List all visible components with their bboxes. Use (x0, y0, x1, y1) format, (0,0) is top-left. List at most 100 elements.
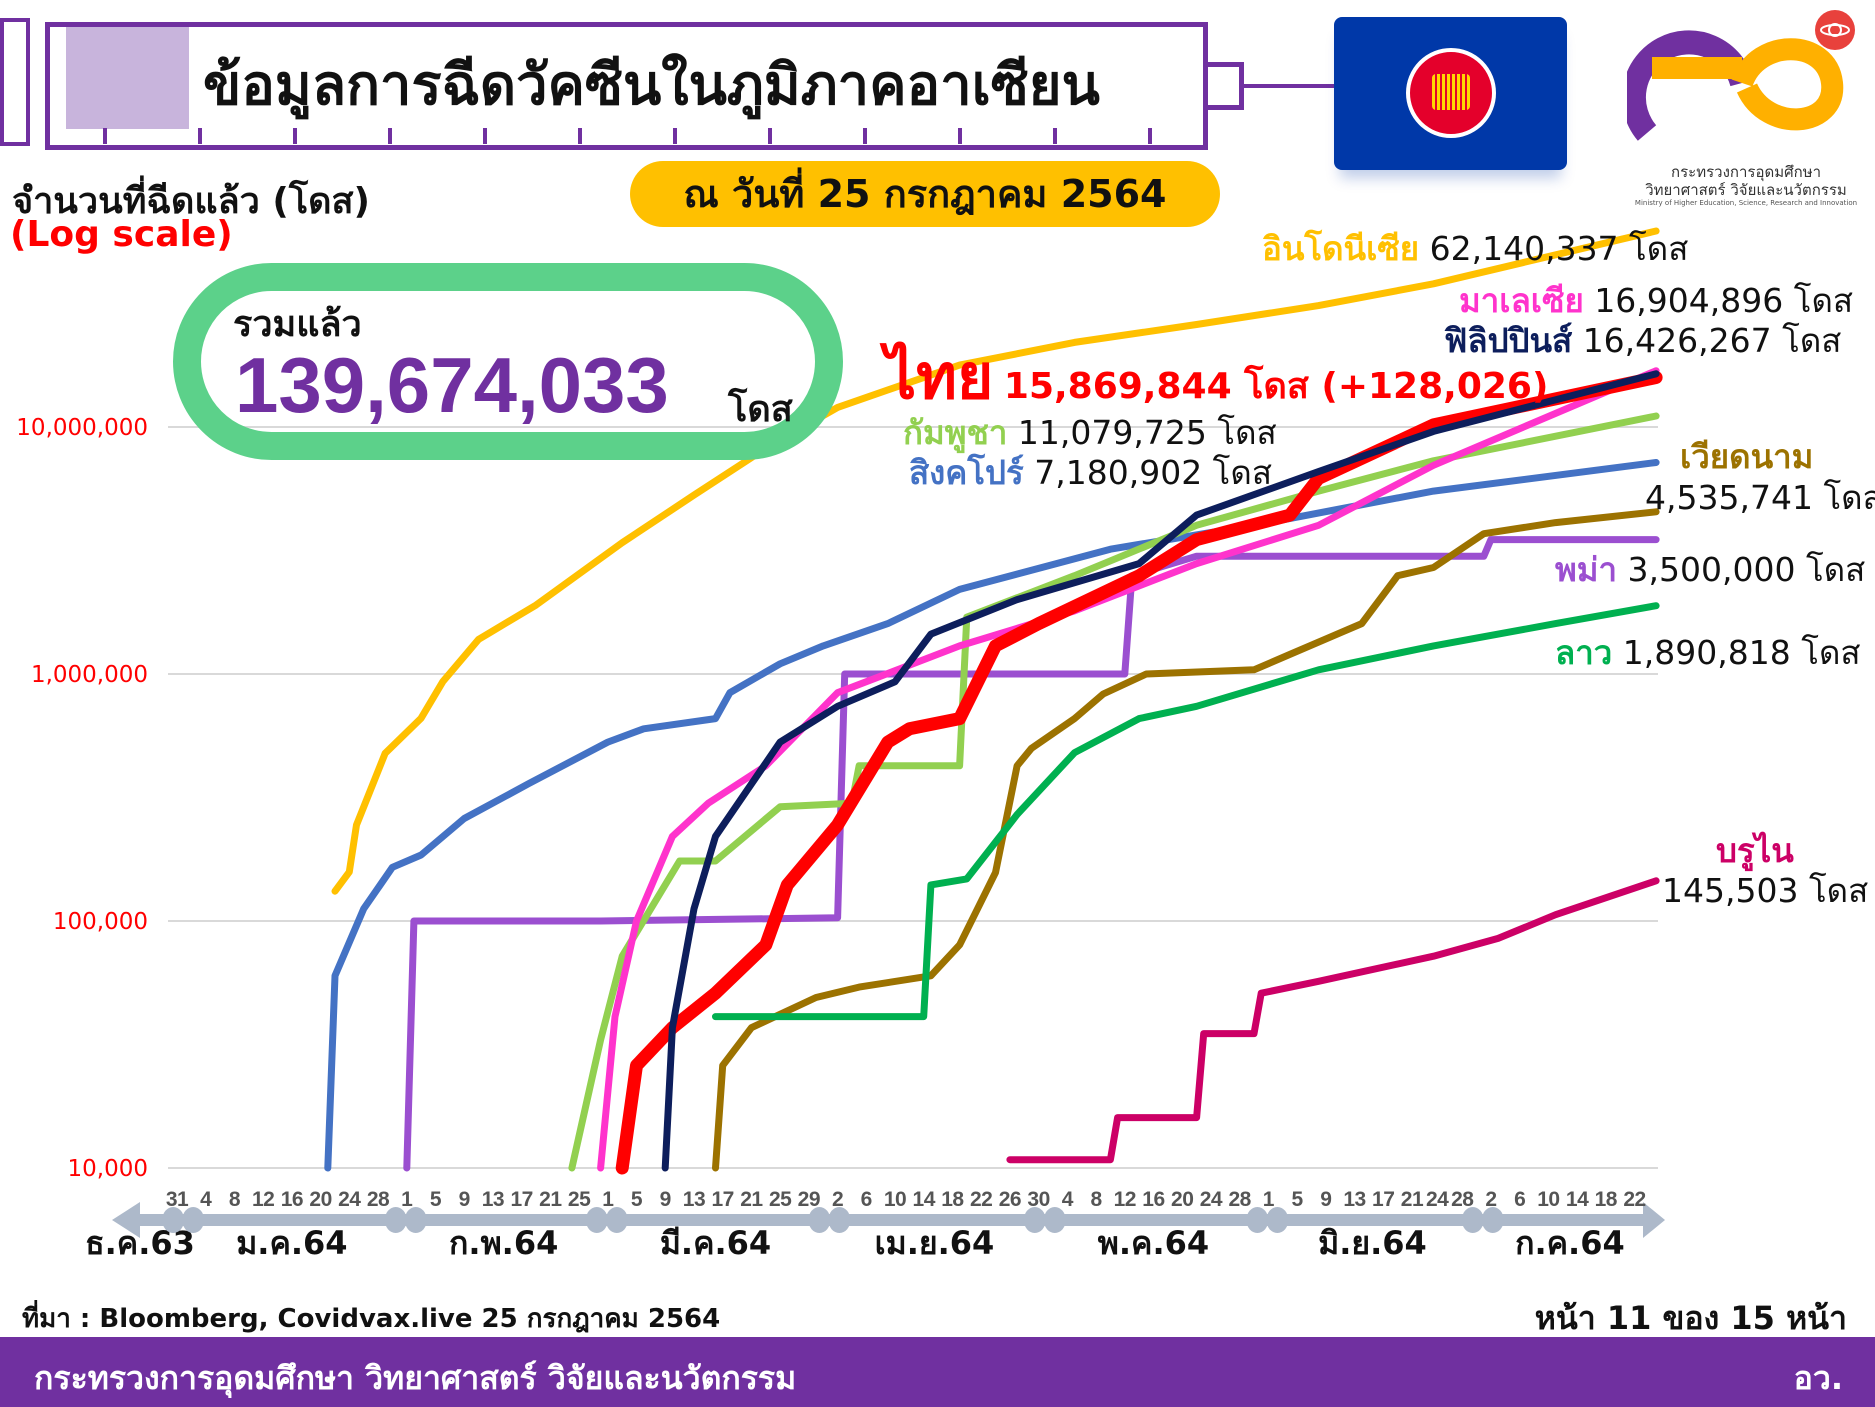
month-label: เม.ย.64 (875, 1224, 995, 1262)
x-tick-label: 17 (712, 1188, 734, 1211)
x-tick-label: 6 (1514, 1188, 1525, 1211)
log-scale-label: (Log scale) (10, 214, 233, 255)
series-line (1006, 877, 1660, 1164)
series-line (324, 459, 1660, 1172)
dose-value: 1,890,818 โดส (1622, 633, 1861, 672)
y-tick-label: 1,000,000 (31, 662, 148, 688)
label-cambodia: กัมพูชา 11,079,725 โดส (903, 414, 1277, 452)
x-tick-label: 25 (769, 1188, 792, 1211)
x-tick-label: 10 (1537, 1188, 1559, 1211)
x-tick-label: 14 (913, 1188, 936, 1211)
month-label: ม.ค.64 (236, 1224, 347, 1262)
month-separator (404, 1207, 427, 1233)
country-name: เวียดนาม (1680, 437, 1814, 476)
x-tick-label: 28 (1451, 1188, 1474, 1211)
month-separator (1481, 1207, 1504, 1233)
x-tick-label: 30 (1027, 1188, 1049, 1211)
series-line (403, 536, 1660, 1172)
footer-abbr: อว. (1793, 1359, 1843, 1397)
x-tick-label: 1 (1263, 1188, 1275, 1211)
month-separator (182, 1207, 205, 1233)
x-tick-label: 1 (602, 1188, 614, 1211)
x-tick-label: 26 (999, 1188, 1021, 1211)
y-tick-label: 10,000 (68, 1156, 148, 1182)
syringe-barrel (45, 22, 1208, 150)
x-tick-label: 20 (309, 1188, 331, 1211)
x-tick-label: 21 (1401, 1188, 1424, 1211)
x-tick-label: 13 (683, 1188, 705, 1211)
month-separator (162, 1207, 185, 1233)
dose-value: 3,500,000 โดส (1627, 550, 1866, 589)
logo-text: กระทรวงการอุดมศึกษา วิทยาศาสตร์ วิจัยและน… (1630, 163, 1862, 199)
month-label: พ.ค.64 (1098, 1224, 1209, 1262)
label-malaysia: มาเลเซีย 16,904,896 โดส (1459, 282, 1853, 320)
country-name: มาเลเซีย (1459, 281, 1584, 320)
month-separator (828, 1207, 851, 1233)
x-axis-arrow-right (1643, 1202, 1665, 1238)
x-tick-label: 4 (200, 1188, 212, 1211)
series-line (615, 371, 1663, 1175)
label-philippines: ฟิลิปปินส์ 16,426,267 โดส (1444, 322, 1841, 360)
logo-text-en: Ministry of Higher Education, Science, R… (1634, 199, 1858, 207)
dose-value: 15,869,844 โดส (+128,026) (1003, 366, 1549, 407)
month-separator (384, 1207, 407, 1233)
logo-text-line2: วิทยาศาสตร์ วิจัยและนวัตกรรม (1645, 181, 1847, 199)
month-separator (1266, 1207, 1289, 1233)
x-tick-label: 21 (539, 1188, 562, 1211)
month-separator (585, 1207, 608, 1233)
syringe-tick-marks (103, 128, 1152, 144)
series-line (597, 367, 1660, 1172)
series-line (712, 508, 1660, 1172)
x-tick-label: 17 (510, 1188, 532, 1211)
series-line (712, 602, 1660, 1021)
month-separator (605, 1207, 628, 1233)
x-tick-label: 12 (1114, 1188, 1136, 1211)
ministry-logo (1627, 10, 1855, 141)
country-name: ลาว (1555, 633, 1613, 672)
month-label: มิ.ย.64 (1318, 1224, 1427, 1262)
series-line (331, 227, 1660, 895)
page-title: ข้อมูลการฉีดวัคซีนในภูมิภาคอาเซียน (203, 53, 1100, 118)
x-tick-label: 5 (631, 1188, 643, 1211)
x-tick-label: 20 (1171, 1188, 1193, 1211)
label-indonesia: อินโดนีเซีย 62,140,337 โดส (1262, 230, 1688, 268)
x-tick-label: 13 (482, 1188, 504, 1211)
x-tick-label: 25 (568, 1188, 591, 1211)
x-tick-label: 9 (1320, 1188, 1331, 1211)
logo-text-line1: กระทรวงการอุดมศึกษา (1671, 163, 1821, 181)
x-tick-label: 18 (1595, 1188, 1618, 1211)
month-separator (1246, 1207, 1269, 1233)
label-vietnam-value: 4,535,741 โดส (1645, 478, 1875, 517)
country-name: ไทย (885, 340, 994, 413)
x-tick-label: 4 (1062, 1188, 1074, 1211)
x-tick-label: 16 (1142, 1188, 1164, 1211)
x-tick-label: 1 (401, 1188, 413, 1211)
syringe-tip (1208, 62, 1244, 110)
x-tick-label: 22 (970, 1188, 992, 1211)
x-tick-label: 2 (832, 1188, 843, 1211)
syringe-needle (1244, 84, 1336, 88)
y-axis-label: จำนวนที่ฉีดแล้ว (โดส) (12, 181, 370, 222)
syringe-plunger (0, 18, 30, 146)
x-tick-label: 22 (1623, 1188, 1645, 1211)
x-tick-label: 28 (1228, 1188, 1251, 1211)
dose-value: 16,904,896 โดส (1594, 281, 1854, 320)
x-tick-label: 6 (861, 1188, 872, 1211)
x-tick-label: 9 (660, 1188, 671, 1211)
x-tick-label: 8 (229, 1188, 241, 1211)
x-tick-label: 29 (798, 1188, 820, 1211)
month-label: ก.ค.64 (1515, 1224, 1625, 1262)
label-laos: ลาว 1,890,818 โดส (1555, 634, 1861, 672)
month-label: ก.พ.64 (449, 1224, 558, 1262)
month-label: มี.ค.64 (660, 1224, 771, 1262)
label-brunei: บรูไน (1716, 832, 1794, 870)
month-separator (808, 1207, 831, 1233)
x-tick-label: 24 (1200, 1188, 1223, 1211)
dose-value: 16,426,267 โดส (1582, 321, 1842, 360)
x-tick-label: 31 (166, 1188, 189, 1211)
dose-value: 62,140,337 โดส (1429, 229, 1689, 268)
x-axis-arrow-left (112, 1202, 140, 1238)
x-tick-label: 21 (740, 1188, 763, 1211)
x-tick-label: 12 (252, 1188, 274, 1211)
